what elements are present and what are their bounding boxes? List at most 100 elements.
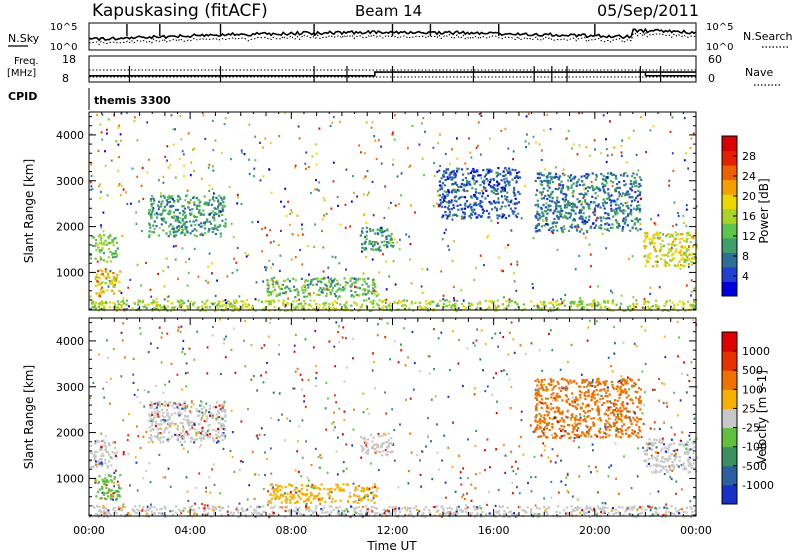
data-cell bbox=[575, 396, 578, 399]
data-cell bbox=[655, 299, 658, 302]
data-cell bbox=[371, 180, 374, 183]
data-cell bbox=[120, 112, 123, 115]
data-cell bbox=[303, 299, 306, 303]
data-cell bbox=[576, 305, 579, 308]
data-cell bbox=[126, 202, 129, 206]
data-cell bbox=[473, 202, 476, 205]
data-cell bbox=[199, 309, 202, 312]
data-cell bbox=[570, 174, 573, 177]
data-cell bbox=[514, 301, 517, 304]
data-cell bbox=[565, 400, 568, 404]
data-cell bbox=[691, 252, 694, 255]
data-cell bbox=[685, 224, 688, 227]
data-cell bbox=[540, 406, 543, 409]
data-cell bbox=[556, 229, 559, 232]
data-cell bbox=[537, 390, 540, 393]
data-cell bbox=[215, 419, 218, 422]
data-cell bbox=[672, 463, 675, 466]
data-cell bbox=[217, 200, 220, 203]
data-cell bbox=[483, 264, 485, 267]
data-cell bbox=[370, 499, 373, 502]
data-cell bbox=[623, 184, 626, 187]
data-cell bbox=[631, 509, 634, 512]
data-cell bbox=[211, 231, 214, 234]
data-cell bbox=[475, 307, 479, 310]
data-cell bbox=[429, 300, 432, 303]
data-cell bbox=[549, 227, 552, 230]
data-cell bbox=[624, 183, 628, 186]
data-cell bbox=[300, 492, 303, 495]
data-cell bbox=[100, 496, 103, 500]
data-cell bbox=[248, 158, 250, 161]
data-cell bbox=[451, 148, 453, 151]
data-cell bbox=[193, 301, 196, 304]
data-cell bbox=[537, 205, 540, 208]
data-cell bbox=[682, 467, 685, 471]
data-cell bbox=[612, 209, 616, 212]
data-cell bbox=[606, 148, 608, 151]
data-cell bbox=[104, 239, 107, 242]
data-cell bbox=[385, 446, 389, 449]
data-cell bbox=[575, 414, 578, 418]
data-cell bbox=[353, 493, 356, 496]
data-cell bbox=[472, 211, 474, 214]
data-cell bbox=[362, 272, 365, 275]
data-cell bbox=[553, 416, 557, 419]
data-cell bbox=[586, 220, 589, 223]
data-cell bbox=[585, 379, 588, 382]
data-cell bbox=[208, 411, 211, 414]
data-cell bbox=[691, 246, 695, 249]
data-cell bbox=[661, 465, 664, 468]
data-cell bbox=[91, 235, 94, 238]
data-cell bbox=[693, 257, 696, 260]
data-cell bbox=[441, 216, 444, 219]
data-cell bbox=[151, 406, 154, 409]
data-cell bbox=[301, 263, 304, 266]
data-cell bbox=[635, 302, 638, 306]
data-cell bbox=[137, 307, 140, 310]
data-cell bbox=[90, 174, 93, 177]
data-cell bbox=[630, 208, 633, 211]
data-cell bbox=[110, 493, 113, 496]
data-cell bbox=[112, 252, 116, 255]
data-cell bbox=[645, 151, 647, 154]
data-cell bbox=[493, 184, 496, 187]
data-cell bbox=[211, 198, 214, 201]
data-cell bbox=[543, 307, 546, 310]
data-cell bbox=[94, 480, 97, 483]
data-cell bbox=[547, 383, 550, 386]
data-cell bbox=[615, 406, 618, 410]
data-cell bbox=[199, 432, 202, 435]
data-cell bbox=[568, 216, 571, 219]
data-cell bbox=[224, 218, 227, 221]
data-cell bbox=[622, 383, 625, 387]
data-cell bbox=[270, 191, 273, 194]
data-cell bbox=[196, 410, 199, 413]
data-cell bbox=[161, 219, 165, 222]
data-cell bbox=[588, 186, 591, 189]
data-cell bbox=[592, 187, 595, 190]
data-cell bbox=[653, 248, 657, 251]
data-cell bbox=[479, 174, 482, 177]
data-cell bbox=[224, 299, 227, 302]
data-cell bbox=[299, 302, 302, 305]
data-cell bbox=[473, 278, 476, 282]
data-cell bbox=[638, 204, 641, 207]
data-cell bbox=[630, 210, 633, 213]
data-cell bbox=[355, 303, 358, 306]
data-cell bbox=[309, 299, 312, 302]
data-cell bbox=[155, 406, 159, 409]
data-cell bbox=[179, 221, 182, 224]
data-cell bbox=[622, 378, 625, 381]
data-cell bbox=[214, 310, 217, 313]
data-cell bbox=[625, 216, 628, 219]
data-cell bbox=[360, 445, 363, 448]
data-cell bbox=[422, 117, 425, 120]
data-cell bbox=[327, 276, 330, 279]
data-cell bbox=[653, 471, 656, 474]
data-cell bbox=[605, 380, 608, 383]
data-cell bbox=[240, 300, 243, 303]
data-cell bbox=[440, 270, 443, 273]
data-cell bbox=[650, 457, 653, 460]
data-cell bbox=[155, 301, 158, 304]
